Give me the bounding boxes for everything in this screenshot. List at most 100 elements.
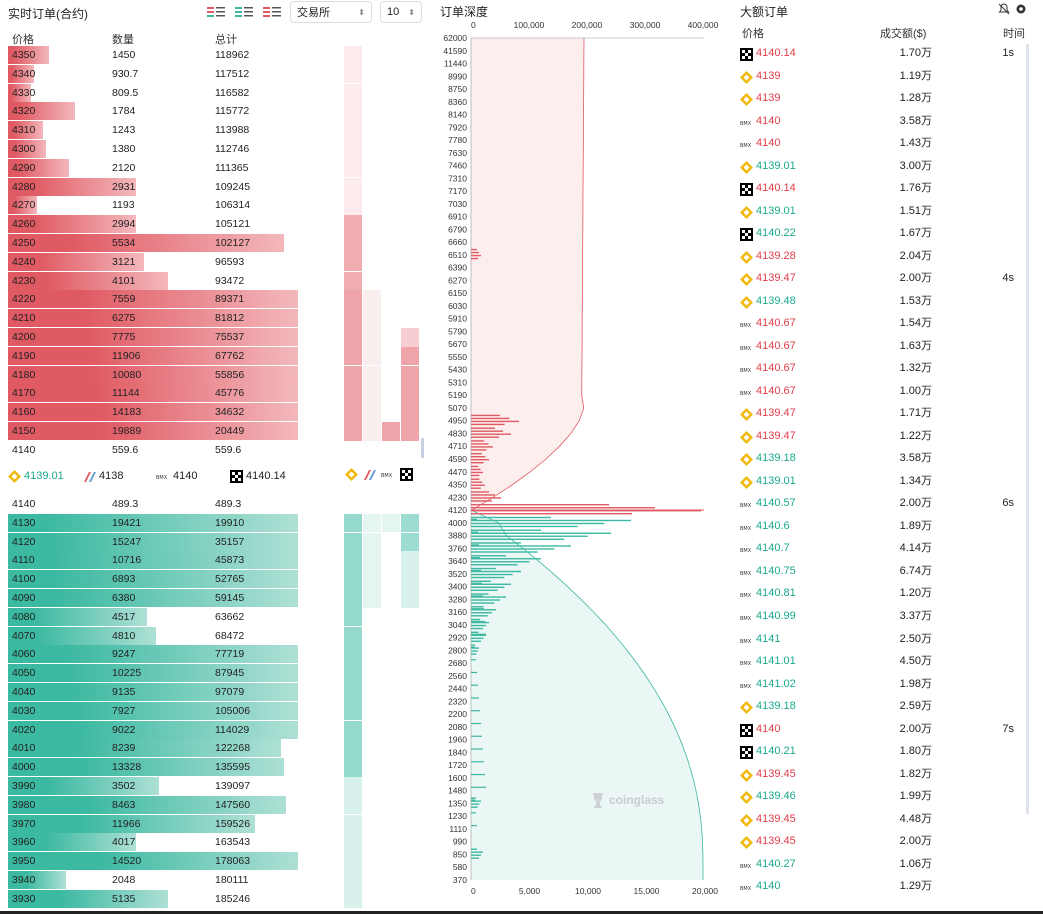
large-order-row[interactable]: 4139.28 2.04万 (740, 245, 1030, 268)
large-order-row[interactable]: 4139.47 1.22万 (740, 425, 1030, 448)
large-order-row[interactable]: BMX 4140.7 4.14万 (740, 537, 1030, 560)
large-order-row[interactable]: 4139.46 1.99万 (740, 785, 1030, 808)
large-order-row[interactable]: 4139 1.28万 (740, 87, 1030, 110)
large-order-row[interactable]: 4139.48 1.53万 (740, 290, 1030, 313)
bid-row[interactable]: 4040 9135 97079 (8, 683, 298, 702)
bid-row[interactable]: 4060 9247 77719 (8, 645, 298, 664)
ask-row[interactable]: 4270 1193 106314 (8, 196, 298, 215)
bids-view-button[interactable] (233, 4, 255, 22)
bid-row[interactable]: 3980 8463 147560 (8, 795, 298, 815)
large-order-row[interactable]: BMX 4141.02 1.98万 (740, 673, 1030, 696)
ask-row[interactable]: 4340 930.7 117512 (8, 64, 298, 84)
bid-row[interactable]: 4070 4810 68472 (8, 626, 298, 646)
asks-view-button[interactable] (261, 4, 283, 22)
large-order-row[interactable]: 4139.45 2.00万 (740, 830, 1030, 853)
large-orders-scrollbar[interactable] (1026, 44, 1029, 814)
bid-row[interactable]: 3990 3502 139097 (8, 777, 298, 796)
ask-row[interactable]: 4220 7559 89371 (8, 290, 298, 309)
large-order-row[interactable]: BMX 4140.27 1.06万 (740, 853, 1030, 876)
large-order-row[interactable]: 4139.01 1.34万 (740, 470, 1030, 493)
large-order-row[interactable]: 4140.14 1.70万 1s (740, 42, 1030, 65)
ask-row[interactable]: 4290 2120 111365 (8, 158, 298, 178)
large-order-row[interactable]: BMX 4140.57 2.00万 6s (740, 492, 1030, 515)
scrollbar[interactable] (421, 438, 424, 458)
large-order-row[interactable]: BMX 4140.99 3.37万 (740, 605, 1030, 628)
large-order-row[interactable]: 4139.47 2.00万 4s (740, 267, 1030, 290)
bid-row[interactable]: 4050 10225 87945 (8, 664, 298, 683)
bid-row[interactable]: 3940 2048 180111 (8, 871, 298, 890)
large-order-row[interactable]: BMX 4140 1.29万 (740, 875, 1030, 898)
bid-row[interactable]: 3950 14520 178063 (8, 852, 298, 871)
large-order-row[interactable]: BMX 4140.6 1.89万 (740, 515, 1030, 538)
ask-row[interactable]: 4300 1380 112746 (8, 140, 298, 159)
ask-row[interactable]: 4210 6275 81812 (8, 309, 298, 328)
large-order-row[interactable]: BMX 4141 2.50万 (740, 628, 1030, 651)
bid-row[interactable]: 4010 8239 122268 (8, 739, 298, 758)
gear-icon[interactable] (1015, 3, 1027, 15)
large-order-row[interactable]: 4139.47 1.71万 (740, 402, 1030, 425)
ask-row[interactable]: 4250 5534 102127 (8, 234, 298, 253)
bid-row[interactable]: 4110 10716 45873 (8, 551, 298, 570)
bid-row[interactable]: 4130 19421 19910 (8, 513, 298, 533)
bid-row[interactable]: 4000 13328 135595 (8, 758, 298, 777)
large-order-row[interactable]: BMX 4140.67 1.63万 (740, 335, 1030, 358)
bid-row[interactable]: 3970 11966 159526 (8, 814, 298, 834)
exchange-select[interactable]: 交易所 ⬍ (290, 1, 372, 23)
bid-row[interactable]: 4020 9022 114029 (8, 720, 298, 740)
large-order-row[interactable]: BMX 4140.81 1.20万 (740, 582, 1030, 605)
heatmap-cell (344, 833, 362, 852)
ask-row[interactable]: 4170 11144 45776 (8, 384, 298, 403)
ask-row[interactable]: 4260 2994 105121 (8, 215, 298, 234)
bid-row[interactable]: 4120 15247 35157 (8, 532, 298, 552)
y-tick-label: 2800 (448, 645, 467, 655)
ask-row[interactable]: 4150 19889 20449 (8, 422, 298, 441)
ask-qty: 1450 (112, 49, 136, 61)
both-sides-view-button[interactable] (205, 4, 227, 22)
large-order-row[interactable]: 4140.22 1.67万 (740, 222, 1030, 245)
large-order-row[interactable]: BMX 4140.67 1.32万 (740, 357, 1030, 380)
large-order-row[interactable]: 4139.45 1.82万 (740, 763, 1030, 786)
heatmap-cell (344, 196, 362, 215)
bid-row[interactable]: 4100 6893 52765 (8, 570, 298, 589)
large-order-row[interactable]: 4140.21 1.80万 (740, 740, 1030, 763)
large-order-row[interactable]: BMX 4140 3.58万 (740, 110, 1030, 133)
ask-row[interactable]: 4280 2931 109245 (8, 177, 298, 197)
large-order-row[interactable]: 4139.18 3.58万 (740, 447, 1030, 470)
ask-row[interactable]: 4190 11906 67762 (8, 346, 298, 366)
large-order-row[interactable]: 4139.01 1.51万 (740, 200, 1030, 223)
ask-row[interactable]: 4230 4101 93472 (8, 271, 298, 291)
large-order-row[interactable]: 4139.45 4.48万 (740, 808, 1030, 831)
ask-row[interactable]: 4240 3121 96593 (8, 252, 298, 272)
ask-depth-bar (8, 64, 35, 83)
mute-bell-icon[interactable] (998, 3, 1010, 15)
top-tick-label: 0 (471, 20, 476, 30)
ask-row[interactable]: 4180 10080 55856 (8, 365, 298, 385)
large-order-row[interactable]: BMX 4141.01 4.50万 (740, 650, 1030, 673)
ask-row[interactable]: 4350 1450 118962 (8, 46, 298, 65)
large-order-row[interactable]: BMX 4140 1.43万 (740, 132, 1030, 155)
bid-row[interactable]: 4080 4517 63662 (8, 607, 298, 627)
y-tick-label: 6150 (448, 288, 467, 298)
ask-row[interactable]: 4140 559.6 559.6 (8, 441, 298, 460)
large-order-row[interactable]: 4140 2.00万 7s (740, 718, 1030, 741)
ask-row[interactable]: 4330 809.5 116582 (8, 83, 298, 103)
large-order-row[interactable]: 4139.18 2.59万 (740, 695, 1030, 718)
depth-select[interactable]: 10 ⬍ (380, 1, 422, 23)
bid-row[interactable]: 3960 4017 163543 (8, 833, 298, 852)
large-order-row[interactable]: 4139 1.19万 (740, 65, 1030, 88)
large-order-row[interactable]: 4139.01 3.00万 (740, 155, 1030, 178)
okx-icon (400, 468, 413, 481)
large-order-row[interactable]: BMX 4140.67 1.54万 (740, 312, 1030, 335)
large-order-row[interactable]: BMX 4140.67 1.00万 (740, 380, 1030, 403)
ask-price: 4170 (12, 387, 36, 400)
ask-row[interactable]: 4320 1784 115772 (8, 102, 298, 121)
ask-row[interactable]: 4310 1243 113988 (8, 121, 298, 140)
bid-row[interactable]: 3930 5135 185246 (8, 889, 298, 909)
ask-row[interactable]: 4160 14183 34632 (8, 403, 298, 422)
bid-row[interactable]: 4030 7927 105006 (8, 701, 298, 721)
large-order-row[interactable]: 4140.14 1.76万 (740, 177, 1030, 200)
ask-row[interactable]: 4200 7775 75537 (8, 328, 298, 347)
bid-row[interactable]: 4140 489.3 489.3 (8, 495, 298, 514)
bid-row[interactable]: 4090 6380 59145 (8, 589, 298, 608)
large-order-row[interactable]: BMX 4140.75 6.74万 (740, 560, 1030, 583)
